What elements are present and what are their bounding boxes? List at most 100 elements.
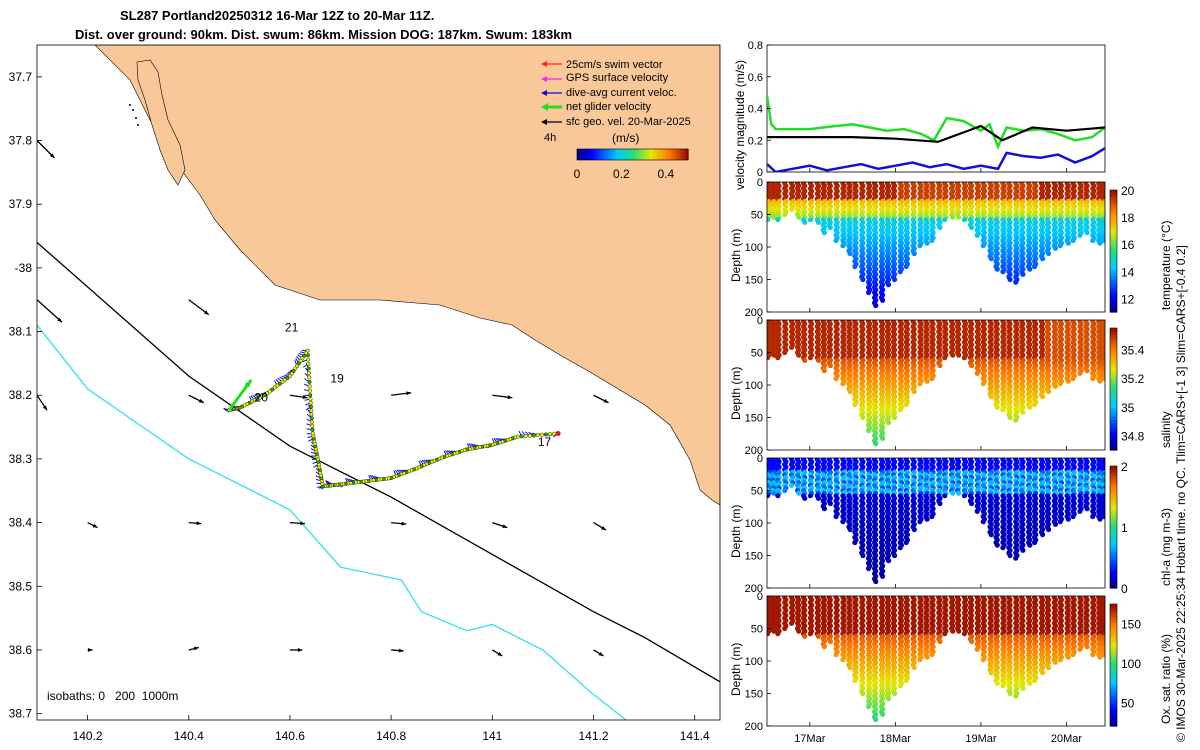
section-colorbar-segment [1110, 566, 1117, 571]
section-point [1070, 513, 1076, 520]
section-colorbar-segment [1110, 373, 1117, 378]
section-point [865, 289, 872, 296]
colorbar-segment [613, 149, 617, 160]
geo-vector-head [598, 651, 604, 656]
section-colorbar-segment [1110, 466, 1117, 470]
colorbar-segment [604, 149, 609, 160]
section-colorbar-segment [1110, 584, 1117, 589]
section-point [815, 219, 822, 225]
title-line-2: Dist. over ground: 90km. Dist. swum: 86k… [75, 27, 572, 42]
section-colorbar-segment [1110, 302, 1117, 307]
section-point [1031, 401, 1038, 408]
section-point [1084, 230, 1090, 236]
legend-net-arrowhead [541, 103, 548, 111]
section-colorbar-segment [1110, 247, 1117, 252]
section-point [880, 435, 886, 441]
section-colorbar-segment [1110, 389, 1117, 393]
section-point [1084, 368, 1090, 374]
section-point [891, 552, 898, 559]
map-islet [129, 104, 131, 106]
section-point [807, 493, 813, 499]
legend-item-gps: GPS surface velocity [541, 72, 669, 84]
section-colorbar-segment [1110, 502, 1117, 507]
section-colorbar-tick-label: 18 [1121, 211, 1135, 225]
colorbar-segment [671, 149, 675, 160]
section-colorbar-segment [1110, 533, 1117, 537]
section-point [1013, 279, 1019, 285]
section-point [833, 375, 839, 382]
legend-item-sfc-geo: sfc geo. vel. 20-Mar-2025 [541, 116, 691, 128]
section-point [885, 420, 892, 426]
section-colorbar-segment [1110, 364, 1117, 369]
section-colorbar-segment [1110, 190, 1117, 194]
section-ylabel: Depth (m) [729, 367, 743, 420]
geo-vector [188, 646, 199, 651]
section-point [1000, 545, 1006, 551]
title-line-1: SL287 Portland20250312 16-Mar 12Z to 20-… [120, 8, 434, 23]
section-point [956, 490, 962, 496]
track-start-marker [555, 430, 561, 436]
section-colorbar-segment [1110, 572, 1117, 577]
section-point [1057, 381, 1063, 387]
track-point [307, 388, 312, 393]
section-point [840, 381, 846, 387]
section-point [1090, 375, 1096, 382]
section-colorbar-segment [1110, 446, 1117, 451]
section-colorbar-segment [1110, 205, 1117, 209]
section-point [782, 625, 788, 632]
section-colorbar-frame [1109, 327, 1118, 451]
section-point [833, 513, 839, 520]
section-point [897, 269, 903, 275]
section-point [1040, 256, 1046, 262]
section-colorbar-segment [1110, 337, 1117, 341]
legend-label-gps: GPS surface velocity [566, 72, 669, 84]
colorbar-tick-label: 0 [574, 167, 581, 181]
section-point [775, 493, 781, 499]
section-point [903, 401, 909, 408]
section-point [821, 368, 828, 374]
section-point [796, 214, 802, 220]
colorbar-segment [582, 149, 586, 160]
section-point [1046, 388, 1052, 395]
section-colorbar-segment [1110, 334, 1117, 338]
section-colorbar-segment [1110, 505, 1117, 510]
section-ytick-label: 0 [757, 315, 763, 327]
legend-timestep: 4h [544, 132, 556, 144]
section-data [767, 320, 1105, 447]
section-point [1052, 383, 1059, 389]
section-point [980, 519, 986, 525]
colorbar-segment [682, 149, 686, 160]
section-point [969, 224, 975, 231]
legend-label-swim: 25cm/s swim vector [566, 59, 663, 71]
colorbar-segment [649, 149, 653, 160]
colorbar-segment [618, 149, 622, 160]
section-colorbar-segment [1110, 254, 1117, 258]
section-colorbar-segment [1110, 229, 1117, 234]
geo-vector [491, 649, 503, 657]
section-point [924, 516, 930, 522]
map-island [136, 59, 186, 186]
section-colorbar-segment [1110, 484, 1117, 488]
colorbar-segment [668, 149, 672, 160]
section-colorbar-segment [1110, 542, 1117, 546]
colorbar-segment [579, 149, 584, 160]
legend-geo-arrowhead [541, 119, 547, 125]
day-label: 20 [255, 391, 269, 405]
section-point [974, 232, 980, 238]
section-colorbar-segment [1110, 493, 1117, 498]
section-point [852, 539, 858, 546]
section-point [1084, 506, 1090, 512]
section-point [1020, 271, 1026, 277]
section-point [1065, 516, 1071, 522]
section-colorbar-segment [1110, 428, 1117, 433]
track-point [306, 357, 311, 362]
section-point [1027, 266, 1033, 272]
section-point [852, 401, 858, 408]
section-point [847, 388, 853, 395]
section-point [802, 357, 808, 363]
section-colorbar-segment [1110, 425, 1117, 430]
section-colorbar-segment [1110, 440, 1117, 445]
section-ylabel: Depth (m) [729, 229, 743, 282]
colorbar-segment [610, 149, 614, 160]
